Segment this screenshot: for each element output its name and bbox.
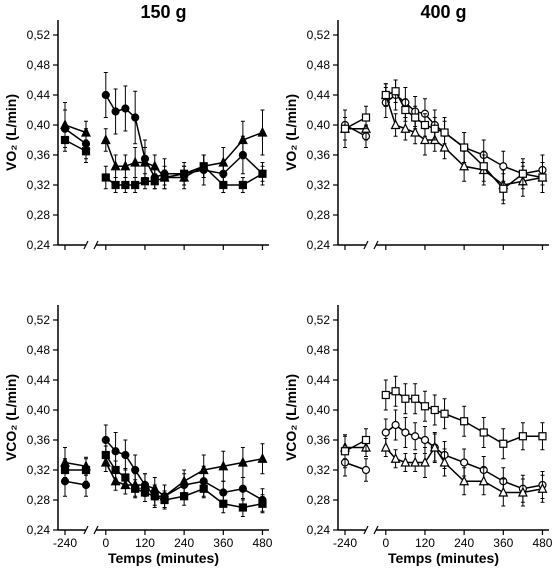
xtick-label: 0: [102, 536, 109, 550]
y-axis-label: VCO₂ (L/min): [283, 374, 299, 461]
panel-vo2-400: 0,24 0,28 0,32 0,36 0,40 0,44 0,48 0,52 VO₂ (L/m…: [280, 0, 559, 285]
ytick-label: 0,52: [27, 313, 51, 327]
panel-vco2-150: 0,24 0,28 0,32 0,36 0,40 0,44 0,48 0,52 -240 0 120…: [0, 285, 280, 570]
ytick-label: 0,24: [27, 523, 51, 537]
ytick-label: 0,24: [27, 238, 51, 252]
x-axis-label: Temps (minutes): [108, 550, 219, 566]
y-axis-label: VO₂ (L/min): [283, 94, 299, 171]
ytick-label: 0,36: [306, 433, 330, 447]
xtick-label: -240: [53, 536, 77, 550]
xtick-label: 480: [532, 536, 552, 550]
xtick-label: 360: [493, 536, 513, 550]
ytick-label: 0,52: [306, 313, 330, 327]
chart-vo2_400: 0,24 0,28 0,32 0,36 0,40 0,44 0,48 0,52 VO₂ (L/m…: [280, 0, 559, 285]
ytick-label: 0,44: [27, 88, 51, 102]
x-axis-label: Temps (minutes): [388, 550, 499, 566]
ytick-label: 0,36: [306, 148, 330, 162]
ytick-label: 0,24: [306, 238, 330, 252]
xtick-label: 0: [382, 536, 389, 550]
ytick-label: 0,28: [306, 208, 330, 222]
ytick-label: 0,28: [27, 493, 51, 507]
xtick-label: 120: [414, 536, 434, 550]
ytick-label: 0,40: [306, 118, 330, 132]
xtick-label: 240: [454, 536, 474, 550]
ytick-label: 0,36: [27, 433, 51, 447]
ytick-label: 0,48: [306, 58, 330, 72]
ytick-label: 0,48: [306, 343, 330, 357]
chart-vco2_150: 0,24 0,28 0,32 0,36 0,40 0,44 0,48 0,52 -240 0 120…: [0, 285, 279, 570]
panel-title: 400 g: [420, 2, 466, 22]
ytick-label: 0,48: [27, 343, 51, 357]
ytick-label: 0,28: [27, 208, 51, 222]
xtick-label: 120: [135, 536, 155, 550]
ytick-label: 0,36: [27, 148, 51, 162]
xtick-label: 360: [213, 536, 233, 550]
series-line-square-open: [345, 391, 542, 451]
xtick-label: 240: [174, 536, 194, 550]
ytick-label: 0,32: [27, 178, 51, 192]
series-line-circle-filled: [65, 95, 262, 178]
panel-title: 150 g: [140, 2, 186, 22]
ytick-label: 0,32: [306, 178, 330, 192]
ytick-label: 0,24: [306, 523, 330, 537]
panel-vco2-400: 0,24 0,28 0,32 0,36 0,40 0,44 0,48 0,52 -240 0 120…: [280, 285, 559, 570]
ytick-label: 0,48: [27, 58, 51, 72]
xtick-label: 480: [252, 536, 272, 550]
ytick-label: 0,52: [306, 28, 330, 42]
chart-vo2_150: 0,24 0,28 0,32 0,36 0,40 0,44 0,48 0,52 VO₂ (L/m…: [0, 0, 279, 285]
y-axis-label: VCO₂ (L/min): [3, 374, 19, 461]
ytick-label: 0,44: [306, 88, 330, 102]
ytick-label: 0,32: [27, 463, 51, 477]
series-line-square-open: [345, 91, 542, 189]
y-axis-label: VO₂ (L/min): [3, 94, 19, 171]
ytick-label: 0,52: [27, 28, 51, 42]
ytick-label: 0,44: [306, 373, 330, 387]
chart-grid: 0,24 0,28 0,32 0,36 0,40 0,44 0,48 0,52 VO₂ (L/m…: [0, 0, 559, 570]
panel-vo2-150: 0,24 0,28 0,32 0,36 0,40 0,44 0,48 0,52 VO₂ (L/m…: [0, 0, 280, 285]
chart-vco2_400: 0,24 0,28 0,32 0,36 0,40 0,44 0,48 0,52 -240 0 120…: [280, 285, 559, 570]
xtick-label: -240: [332, 536, 356, 550]
ytick-label: 0,28: [306, 493, 330, 507]
ytick-label: 0,40: [306, 403, 330, 417]
ytick-label: 0,32: [306, 463, 330, 477]
series-line-triangle-open: [345, 95, 542, 185]
ytick-label: 0,40: [27, 403, 51, 417]
ytick-label: 0,40: [27, 118, 51, 132]
ytick-label: 0,44: [27, 373, 51, 387]
